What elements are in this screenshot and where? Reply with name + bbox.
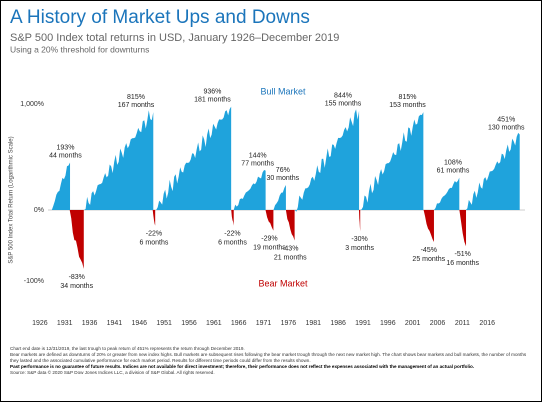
value-label: -83% — [69, 274, 85, 281]
x-tick-label: 1991 — [355, 320, 371, 327]
months-label: 181 months — [194, 96, 231, 103]
x-tick-label: 1981 — [305, 320, 321, 327]
value-label: 451% — [497, 116, 515, 123]
months-label: 153 months — [389, 102, 426, 109]
x-tick-label: 2011 — [455, 320, 470, 327]
chart-title: A History of Market Ups and Downs — [10, 7, 310, 28]
bull-area — [51, 162, 71, 210]
value-label: -51% — [455, 251, 471, 258]
y-tick-label: -100% — [24, 278, 44, 285]
months-label: 77 months — [241, 160, 274, 167]
value-label: 844% — [334, 93, 352, 100]
chart-note: Using a 20% threshold for downturns — [10, 44, 149, 54]
months-label: 30 months — [266, 175, 299, 182]
bull-area — [84, 110, 154, 210]
footnote: Bear markets are defined as downturns of… — [10, 352, 527, 363]
x-tick-label: 1951 — [156, 320, 172, 327]
bear-area — [285, 210, 295, 241]
x-tick-label: 1961 — [206, 320, 222, 327]
x-tick-label: 1971 — [256, 320, 272, 327]
x-tick-label: 1931 — [57, 320, 73, 327]
x-tick-label: 2006 — [430, 320, 446, 327]
bull-area — [294, 109, 360, 212]
x-tick-label: 1976 — [281, 320, 297, 327]
footnote: Source: S&P data © 2020 S&P Dow Jones In… — [10, 370, 215, 375]
value-label: 815% — [399, 94, 417, 101]
bull-area — [359, 112, 424, 210]
x-tick-label: 1936 — [82, 320, 98, 327]
value-label: -45% — [421, 247, 437, 254]
footnotes: Chart end date is 12/31/2019, the last t… — [10, 346, 530, 376]
value-label: 76% — [276, 167, 290, 174]
x-tick-label: 2016 — [479, 320, 495, 327]
value-label: 108% — [444, 159, 462, 166]
value-label: -29% — [261, 235, 277, 242]
months-label: 21 months — [274, 254, 307, 261]
x-tick-label: 1956 — [181, 320, 197, 327]
value-label: 815% — [127, 94, 145, 101]
months-label: 16 months — [446, 260, 479, 267]
value-label: -22% — [146, 230, 162, 237]
bear-area — [358, 210, 361, 232]
x-tick-label: 1996 — [380, 320, 396, 327]
value-label: 144% — [249, 152, 267, 159]
footnote: Chart end date is 12/31/2019, the last t… — [10, 346, 245, 351]
bull-area — [465, 132, 520, 210]
y-axis-label: S&P 500 Index Total Return (Logarithmic … — [9, 136, 15, 263]
months-label: 6 months — [218, 239, 247, 246]
bull-area — [156, 106, 232, 210]
months-label: 25 months — [412, 256, 445, 263]
bull-area — [273, 185, 286, 210]
months-label: 3 months — [345, 245, 374, 252]
value-label: 193% — [57, 144, 75, 151]
footnote: Past performance is no guarantee of futu… — [10, 364, 475, 369]
value-label: -22% — [224, 230, 240, 237]
months-label: 167 months — [118, 102, 155, 109]
x-tick-label: 1926 — [32, 320, 48, 327]
x-tick-label: 1946 — [131, 320, 147, 327]
months-label: 61 months — [437, 167, 470, 174]
bear-area — [69, 210, 84, 269]
x-tick-label: 1986 — [330, 320, 346, 327]
bear-area — [265, 210, 274, 231]
legend-label: Bear Market — [258, 278, 308, 288]
months-label: 19 months — [253, 244, 286, 251]
value-label: -30% — [351, 236, 367, 243]
bear-area — [152, 210, 156, 226]
months-label: 155 months — [325, 101, 362, 108]
chart-subtitle: S&P 500 Index total returns in USD, Janu… — [10, 32, 339, 44]
bear-area — [459, 210, 467, 247]
bear-area — [231, 210, 234, 226]
x-tick-label: 1966 — [231, 320, 247, 327]
x-tick-label: 1941 — [107, 320, 123, 327]
bull-area — [434, 177, 460, 210]
y-tick-label: 0% — [34, 207, 44, 214]
legend-label: Bull Market — [260, 86, 306, 96]
value-label: -43% — [282, 245, 298, 252]
months-label: 44 months — [49, 152, 82, 159]
bear-area — [423, 210, 434, 242]
x-tick-label: 2001 — [405, 320, 421, 327]
months-label: 130 months — [488, 124, 525, 131]
value-label: 936% — [203, 88, 221, 95]
bull-area — [233, 170, 266, 210]
y-tick-label: 1,000% — [20, 101, 44, 108]
months-label: 6 months — [140, 239, 169, 246]
months-label: 34 months — [60, 283, 93, 290]
